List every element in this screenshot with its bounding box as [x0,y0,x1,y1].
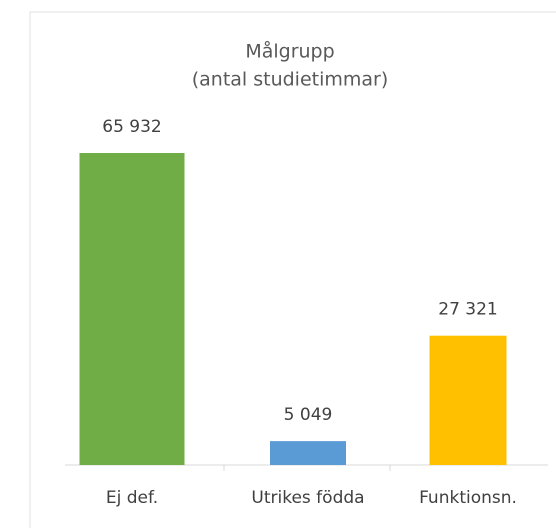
bar [270,441,346,465]
x-tick-label: Ej def. [106,488,158,508]
chart-title: Målgrupp [245,40,334,63]
data-label: 65 932 [102,117,161,137]
bar [429,335,507,465]
data-label: 27 321 [438,300,497,320]
x-tick-label: Funktionsn. [419,488,517,508]
bar [79,153,185,465]
x-tick-label: Utrikes födda [251,488,364,508]
chart-subtitle: (antal studietimmar) [192,69,389,91]
data-label: 5 049 [284,405,333,425]
